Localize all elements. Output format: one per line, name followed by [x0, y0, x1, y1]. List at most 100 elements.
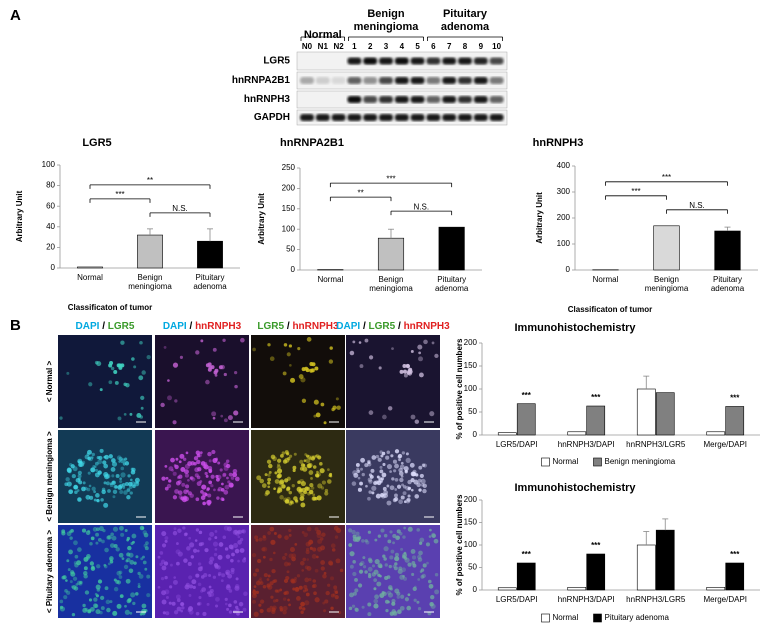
cell — [198, 566, 203, 572]
cell — [302, 607, 306, 611]
cell — [330, 576, 334, 581]
micrograph — [251, 335, 345, 428]
cell — [88, 598, 93, 602]
cell — [336, 405, 341, 410]
x-tick-label-box: Benign meningioma — [128, 273, 172, 291]
cell — [328, 359, 334, 364]
cell — [312, 547, 317, 552]
cell — [420, 574, 425, 579]
cell — [167, 379, 170, 382]
cell — [354, 588, 359, 593]
cell — [392, 533, 397, 539]
blot-band — [410, 96, 425, 103]
cell — [316, 472, 321, 477]
cell — [106, 535, 111, 540]
cell — [196, 459, 201, 465]
cell — [279, 606, 283, 610]
cell — [95, 493, 100, 498]
cell — [134, 481, 140, 487]
cell — [243, 591, 248, 596]
cell — [112, 495, 116, 499]
cell — [127, 474, 131, 478]
cell — [119, 525, 124, 531]
cell — [283, 343, 288, 347]
lane-label: 7 — [447, 42, 452, 51]
blot-band — [473, 57, 488, 65]
cell — [373, 598, 379, 604]
cell — [84, 590, 90, 595]
cell — [327, 583, 331, 587]
cell — [196, 453, 201, 458]
cell — [303, 459, 307, 462]
cell — [324, 488, 329, 493]
cell — [406, 497, 411, 502]
cell — [127, 545, 132, 551]
bar — [497, 432, 517, 436]
cell — [130, 481, 136, 487]
cell — [349, 592, 354, 598]
cell — [95, 584, 101, 590]
bar — [377, 237, 405, 271]
cell — [206, 487, 210, 491]
cell — [90, 467, 96, 473]
cell — [123, 490, 128, 495]
cell — [414, 585, 417, 589]
sig-label: *** — [730, 550, 740, 559]
cell — [367, 461, 371, 465]
cell — [361, 605, 365, 609]
cell — [196, 602, 201, 606]
error-bar — [643, 375, 650, 389]
cell — [235, 577, 239, 581]
cell — [110, 532, 114, 537]
cell — [320, 537, 324, 541]
cell — [87, 471, 91, 475]
cell — [276, 465, 282, 470]
cell — [431, 341, 435, 345]
cell — [94, 472, 100, 478]
cell — [284, 535, 289, 540]
cell — [401, 451, 406, 455]
cell — [387, 406, 393, 411]
cell — [368, 355, 374, 360]
cell — [85, 530, 91, 536]
cell — [319, 462, 323, 466]
cell — [159, 562, 163, 566]
cell — [387, 592, 394, 598]
cell — [164, 589, 170, 595]
y-tick-label: 50 — [468, 407, 477, 416]
x-tick-label-box: Benign meningioma — [369, 275, 413, 293]
cell — [209, 556, 215, 562]
cell — [109, 361, 114, 366]
blot-band — [347, 57, 362, 65]
sig-label: ** — [358, 188, 364, 197]
cell — [297, 347, 301, 351]
cell — [419, 473, 424, 479]
cell — [137, 582, 141, 586]
cell — [291, 578, 297, 584]
blot-band — [426, 114, 441, 121]
cell — [396, 529, 401, 534]
cell — [177, 528, 182, 533]
cell — [161, 599, 167, 605]
cell — [402, 491, 407, 496]
cell — [322, 574, 327, 579]
cell — [407, 562, 412, 567]
cell — [405, 457, 411, 463]
cell — [230, 558, 234, 563]
cell — [203, 464, 209, 470]
cell — [204, 548, 209, 553]
x-tick-label: hnRNPH3/DAPI — [558, 595, 615, 604]
cell — [420, 478, 426, 484]
panel-label: B — [10, 317, 21, 334]
cell — [189, 476, 193, 480]
cell — [384, 563, 388, 567]
cell — [373, 481, 378, 485]
cell — [197, 601, 202, 606]
cell — [230, 476, 235, 480]
cell — [418, 351, 422, 355]
cell — [308, 489, 314, 495]
cell — [379, 469, 384, 474]
sig-label: *** — [386, 174, 395, 183]
cell — [290, 377, 296, 383]
cell — [120, 472, 126, 478]
